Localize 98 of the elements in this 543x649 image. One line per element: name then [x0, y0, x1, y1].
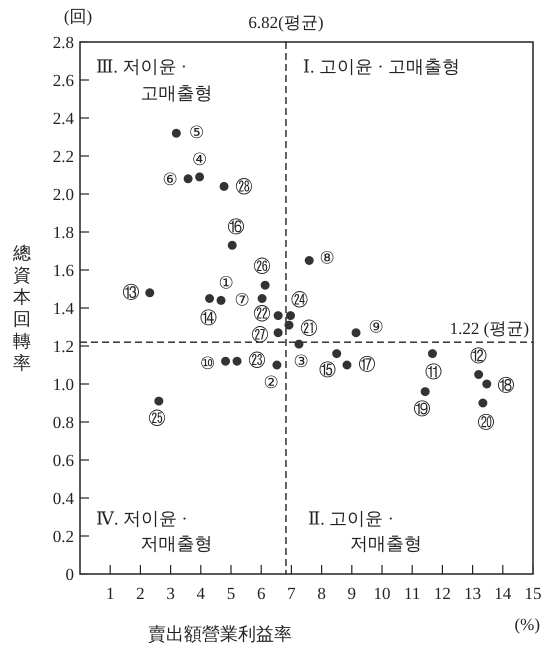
x-tick-label: 12: [434, 584, 451, 603]
annotation: ㉓: [248, 351, 266, 370]
point: [286, 311, 295, 320]
annotation: ①: [218, 273, 234, 292]
y-tick-label: 1.8: [52, 223, 74, 242]
point: [274, 328, 283, 338]
point: [474, 370, 484, 379]
point: [272, 360, 282, 370]
point: [284, 320, 294, 330]
annotation: ②: [263, 373, 278, 392]
point: [228, 240, 237, 250]
point: [352, 328, 361, 338]
annotation: ⑮: [319, 360, 336, 380]
point: [342, 360, 352, 370]
x-tick-label: 5: [226, 584, 236, 603]
annotation: ㉔: [291, 290, 308, 310]
y-tick-label: 2.6: [52, 71, 74, 90]
y-tick-label: 0: [66, 565, 74, 584]
annotation: ⑥: [162, 170, 178, 189]
annotation: ⑯: [228, 217, 245, 236]
y-tick-label: 0.6: [52, 451, 74, 470]
annotation: ⑨: [368, 318, 384, 337]
y-tick-label: 1.4: [52, 299, 74, 318]
annotation: ⑩: [200, 354, 216, 374]
annotation: ㉖: [254, 257, 271, 276]
x-tick-label: 13: [464, 584, 482, 603]
y-tick-label: 2.2: [52, 147, 74, 166]
annotation: 고매출형: [140, 83, 212, 103]
annotation: Ⅳ. 저이윤 ·: [96, 508, 188, 529]
point: [221, 356, 230, 366]
point: [478, 398, 488, 408]
annotation: Ⅲ. 저이윤 ·: [96, 56, 187, 76]
point: [428, 349, 437, 358]
annotation: ④: [192, 150, 208, 169]
x-tick-label: 11: [404, 584, 420, 603]
y-tick-label: 2.4: [52, 109, 74, 128]
point: [294, 340, 304, 349]
annotation: ③: [293, 352, 308, 372]
annotation: ㉒: [254, 304, 271, 324]
annotation: ㉘: [236, 177, 253, 196]
point: [216, 296, 226, 305]
y-tick-label: 2.0: [52, 185, 74, 204]
xlabel: 賣出額營業利益率: [148, 624, 292, 644]
annotation: ㉕: [148, 409, 166, 428]
annotation: ⑲: [414, 400, 431, 419]
y-tick-label: 1.2: [52, 337, 74, 356]
ylabel: 總資本回轉率: [13, 243, 31, 373]
point: [304, 256, 314, 265]
annotation: 저매출형: [350, 533, 422, 554]
annotation: ⑰: [358, 355, 376, 374]
annotation: ⑳: [477, 413, 494, 432]
annotation: (回): [64, 7, 92, 26]
point: [154, 396, 164, 406]
point: [205, 294, 214, 303]
point: [232, 356, 242, 366]
annotation: ⑪: [424, 362, 442, 382]
point: [274, 311, 283, 320]
y-tick-label: 0.4: [52, 489, 74, 508]
y-tick-label: 1.6: [52, 261, 74, 280]
ref-line-label: 1.22 (평균): [450, 319, 529, 338]
annotation: ⑧: [320, 248, 335, 268]
point: [258, 294, 267, 303]
x-tick-label: 15: [524, 584, 542, 603]
point: [220, 182, 229, 191]
x-tick-label: 14: [494, 584, 512, 603]
point: [145, 288, 154, 298]
annotation: 저매출형: [140, 533, 212, 554]
point: [420, 387, 430, 396]
x-tick-label: 1: [106, 584, 114, 603]
x-tick-label: 9: [348, 584, 356, 603]
annotation: ⑤: [188, 123, 204, 142]
annotation: ⑭: [200, 308, 218, 328]
x-tick-label: 4: [196, 584, 206, 603]
annotation: ⑫: [470, 346, 488, 366]
annotation: ⑱: [497, 376, 514, 395]
x-tick-label: 2: [136, 584, 145, 603]
annotation: Ⅱ. 고이윤 ·: [308, 508, 394, 529]
x-tick-label: 3: [166, 584, 175, 603]
point: [195, 172, 204, 182]
x-tick-label: 8: [317, 584, 326, 603]
annotation: ⑦: [234, 290, 250, 310]
y-tick-label: 0.2: [52, 527, 74, 546]
x-tick-label: 6: [256, 584, 266, 603]
y-tick-label: 1.0: [52, 375, 74, 394]
x-tick-label: 7: [287, 584, 296, 603]
annotation: ⑬: [122, 282, 140, 302]
annotation: Ⅰ. 고이윤 · 고매출형: [302, 56, 460, 76]
point: [332, 349, 342, 358]
annotation: ㉑: [300, 319, 318, 338]
point: [260, 280, 270, 290]
x-tick-label: 10: [374, 584, 390, 603]
point: [172, 128, 181, 138]
point: [184, 174, 193, 184]
point: [482, 380, 492, 388]
y-tick-label: 0.8: [52, 413, 74, 432]
ref-line-label: 6.82(평균): [248, 13, 324, 32]
y-tick-label: 2.8: [52, 33, 74, 52]
annotation: (%): [514, 615, 540, 634]
